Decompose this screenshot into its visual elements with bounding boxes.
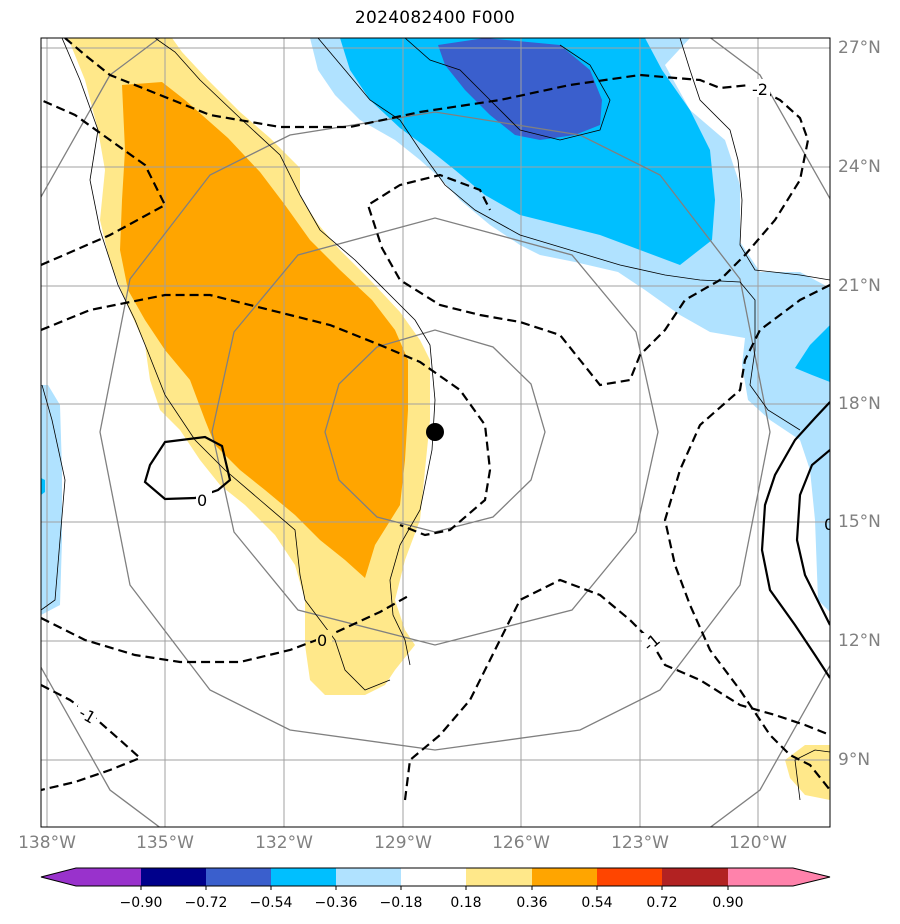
contour-line [403, 578, 830, 801]
colorbar-extend-low [41, 868, 76, 886]
colorbar-tick-label: −0.90 [119, 895, 163, 911]
colorbar-segment [76, 868, 141, 886]
lon-label: 123°W [611, 833, 669, 853]
lat-label: 27°N [838, 38, 881, 58]
colorbar-segment [206, 868, 271, 886]
shading-outline [61, 38, 391, 691]
lon-label: 138°W [18, 833, 76, 853]
colorbar-segment [141, 868, 206, 886]
strong-positive-anomaly [120, 82, 408, 578]
colorbar-tick-label: 0.72 [646, 895, 678, 911]
colorbar-outline [40, 867, 831, 887]
contour-line [41, 98, 167, 267]
colorbar-segment [662, 868, 728, 886]
contour-line [41, 293, 492, 537]
contour-labels: -2 0 0 -1 -1 0 [76, 79, 834, 728]
lat-label: 18°N [838, 394, 881, 414]
gridlines [41, 38, 830, 827]
contour-label: 0 [824, 515, 834, 534]
strong-negative-anomaly-east [795, 325, 830, 382]
range-ring [99, 111, 771, 751]
strong-negative-anomaly [340, 38, 715, 265]
contour-line [760, 401, 830, 679]
colorbar-tick-label: 0.54 [581, 895, 613, 911]
colorbar-tick-label: 0.36 [516, 895, 548, 911]
contour-line [663, 284, 830, 791]
shaded-field [41, 38, 830, 800]
lon-label: 120°W [729, 833, 787, 853]
dashed-contours [41, 38, 830, 801]
colorbar-extend-high [793, 868, 830, 886]
lon-label: 132°W [255, 833, 313, 853]
lat-label: 9°N [838, 750, 871, 770]
range-ring [324, 329, 546, 533]
lat-label: 24°N [838, 157, 881, 177]
contour-label: 0 [197, 491, 207, 510]
contour-line [41, 594, 411, 664]
colorbar-tick-label: 0.90 [712, 895, 744, 911]
shading-outline [679, 38, 830, 281]
colorbar-segment [271, 868, 336, 886]
shading-outline [154, 38, 436, 666]
contour-line [64, 38, 810, 387]
colorbar-segment [336, 868, 401, 886]
range-rings [41, 38, 830, 827]
extreme-negative-anomaly [438, 38, 602, 140]
contour-label: 0 [317, 631, 327, 650]
map-title: 2024082400 F000 [354, 8, 516, 28]
contour-line [41, 684, 143, 792]
shading-outline [794, 749, 830, 801]
colorbar [40, 867, 831, 890]
lat-label: 12°N [838, 631, 881, 651]
colorbar-segment [466, 868, 532, 886]
negative-anomaly-west-core [41, 478, 45, 495]
map-plot-area: -2 0 0 -1 -1 0 [41, 38, 834, 827]
range-ring [211, 217, 659, 646]
lat-label: 21°N [838, 276, 881, 296]
lon-label: 135°W [136, 833, 194, 853]
colorbar-tick-label: −0.54 [249, 895, 293, 911]
colorbar-tick-label: 0.18 [450, 895, 482, 911]
colorbar-tick-label: −0.72 [184, 895, 228, 911]
colorbar-tick-label: −0.18 [379, 895, 423, 911]
shading-outline [41, 384, 66, 611]
plot-frame [40, 37, 831, 828]
shading-outline [404, 38, 611, 141]
lat-label: 15°N [838, 512, 881, 532]
storm-center-marker [426, 423, 444, 441]
contour-label: -2 [752, 80, 768, 99]
colorbar-segment [597, 868, 662, 886]
colorbar-segment [532, 868, 597, 886]
lon-label: 126°W [492, 833, 550, 853]
colorbar-segment [401, 868, 466, 886]
colorbar-tick-label: −0.36 [314, 895, 358, 911]
lon-label: 129°W [374, 833, 432, 853]
positive-anomaly-southeast [785, 745, 830, 800]
colorbar-segment [728, 868, 793, 886]
contour-line [795, 449, 830, 626]
